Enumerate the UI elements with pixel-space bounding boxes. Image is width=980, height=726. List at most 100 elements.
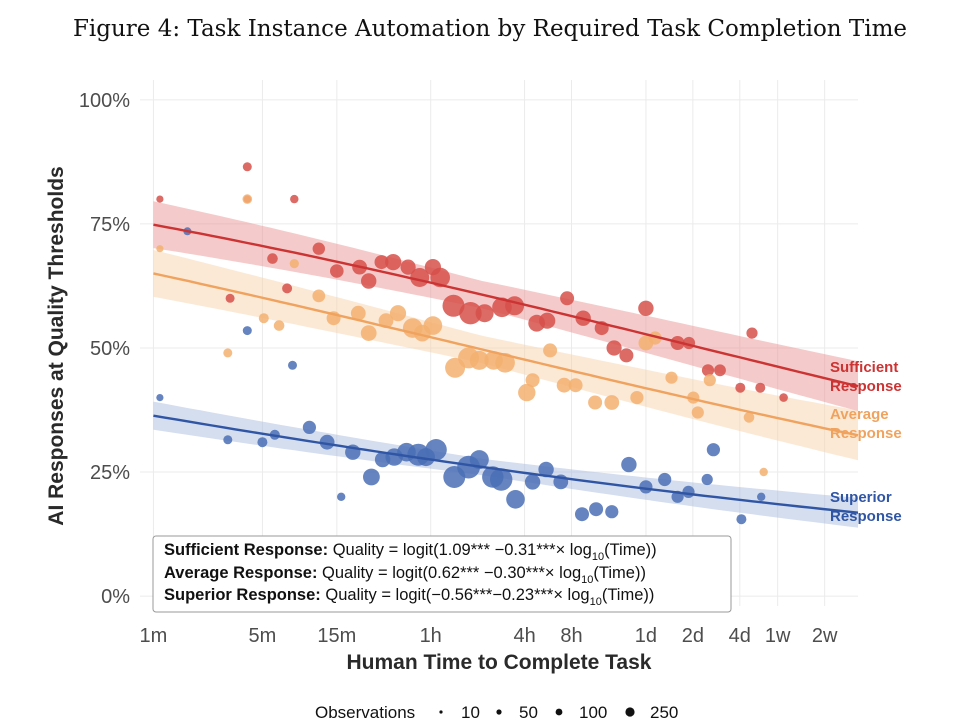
data-point — [442, 294, 465, 317]
x-tick-label: 4h — [513, 625, 535, 647]
data-point — [619, 348, 634, 363]
x-tick-label: 5m — [249, 625, 277, 647]
legend-dot — [555, 708, 563, 716]
data-point — [524, 474, 541, 490]
series-label-line2: Response — [830, 508, 902, 525]
equation-formula: Quality = logit(−0.56***−0.23***× log — [321, 586, 590, 604]
data-point — [735, 382, 746, 393]
equation-formula: Quality = logit(0.62*** −0.30***× log — [317, 564, 581, 582]
data-point — [560, 291, 575, 306]
data-point — [385, 254, 402, 271]
data-point — [475, 304, 494, 323]
equation-subscript: 10 — [581, 574, 593, 586]
data-point — [225, 293, 235, 303]
data-point — [282, 283, 293, 294]
data-point — [638, 300, 654, 316]
legend-label: 250 — [650, 703, 678, 722]
y-tick-label: 0% — [101, 586, 130, 608]
data-point — [736, 514, 747, 525]
fit-lines — [153, 223, 859, 514]
series-labels: Sufficient Response Average Response Superio… — [830, 359, 902, 525]
size-legend: Observations 10 50 100 250 — [315, 703, 678, 722]
x-tick-label: 1w — [765, 625, 791, 647]
data-point — [701, 364, 715, 377]
data-point — [312, 289, 326, 303]
equation-formula: Quality = logit(1.09*** −0.31***× log — [328, 541, 592, 559]
data-point — [743, 412, 755, 423]
data-point — [258, 313, 269, 324]
data-point — [469, 350, 489, 370]
data-point — [257, 437, 268, 448]
data-point — [242, 326, 252, 336]
series-label-line2: Response — [830, 425, 902, 442]
data-point — [389, 305, 407, 322]
x-tick-label: 1h — [420, 625, 442, 647]
data-point — [543, 343, 558, 358]
legend-label: 100 — [579, 703, 607, 722]
y-axis-title: AI Responses at Quality Thresholds — [45, 166, 68, 525]
data-point — [701, 473, 713, 486]
data-point — [337, 492, 346, 501]
data-point — [350, 305, 366, 321]
data-point — [361, 273, 377, 289]
equation-tail: (Time)) — [593, 564, 646, 582]
x-axis-title: Human Time to Complete Task — [347, 651, 652, 674]
legend-title: Observations — [315, 703, 415, 722]
x-tick-label: 4d — [729, 625, 751, 647]
equation-series-name: Superior Response: — [164, 586, 321, 604]
x-tick-label: 1m — [140, 625, 168, 647]
data-point — [319, 434, 335, 450]
data-point — [506, 490, 525, 509]
data-point — [539, 312, 556, 329]
data-point — [242, 194, 253, 204]
data-point — [556, 377, 572, 393]
data-points — [156, 162, 788, 525]
data-point — [289, 259, 299, 269]
equation-line: Sufficient Response: Quality = logit(1.0… — [164, 541, 657, 563]
data-point — [469, 450, 489, 470]
data-point — [714, 364, 726, 377]
data-point — [330, 264, 344, 278]
data-point — [746, 327, 758, 339]
series-label-line1: Average — [830, 406, 889, 423]
data-point — [575, 507, 589, 522]
data-point — [706, 443, 721, 457]
data-point — [703, 374, 716, 387]
legend-dot — [625, 707, 635, 717]
legend-dot — [439, 710, 443, 714]
series-label-line1: Sufficient — [830, 359, 898, 376]
legend-dot — [496, 709, 502, 715]
data-point — [223, 348, 233, 358]
data-point — [374, 255, 389, 270]
data-point — [302, 420, 316, 434]
x-tick-label: 8h — [560, 625, 582, 647]
data-point — [423, 316, 443, 335]
equation-line: Superior Response: Quality = logit(−0.56… — [164, 586, 654, 608]
fit-line — [153, 414, 859, 514]
y-tick-label: 75% — [90, 214, 130, 236]
equation-subscript: 10 — [592, 551, 604, 563]
data-point — [288, 360, 297, 370]
data-point — [156, 245, 164, 253]
data-point — [267, 253, 278, 264]
data-point — [518, 383, 536, 402]
data-point — [665, 371, 678, 384]
data-point — [779, 393, 788, 402]
equation-lines: Sufficient Response: Quality = logit(1.0… — [164, 541, 657, 608]
x-tick-label: 15m — [317, 625, 356, 647]
data-point — [757, 492, 766, 501]
data-point — [363, 468, 380, 486]
data-point — [588, 395, 603, 410]
data-point — [658, 472, 672, 487]
data-point — [430, 267, 451, 288]
data-point — [290, 194, 299, 204]
x-tick-label: 1d — [635, 625, 657, 647]
data-point — [606, 340, 622, 356]
y-tick-label: 50% — [90, 338, 130, 360]
data-point — [400, 259, 416, 275]
data-point — [755, 382, 766, 393]
data-point — [682, 485, 695, 498]
data-point — [378, 313, 394, 329]
data-point — [459, 302, 482, 325]
data-point — [223, 435, 233, 445]
